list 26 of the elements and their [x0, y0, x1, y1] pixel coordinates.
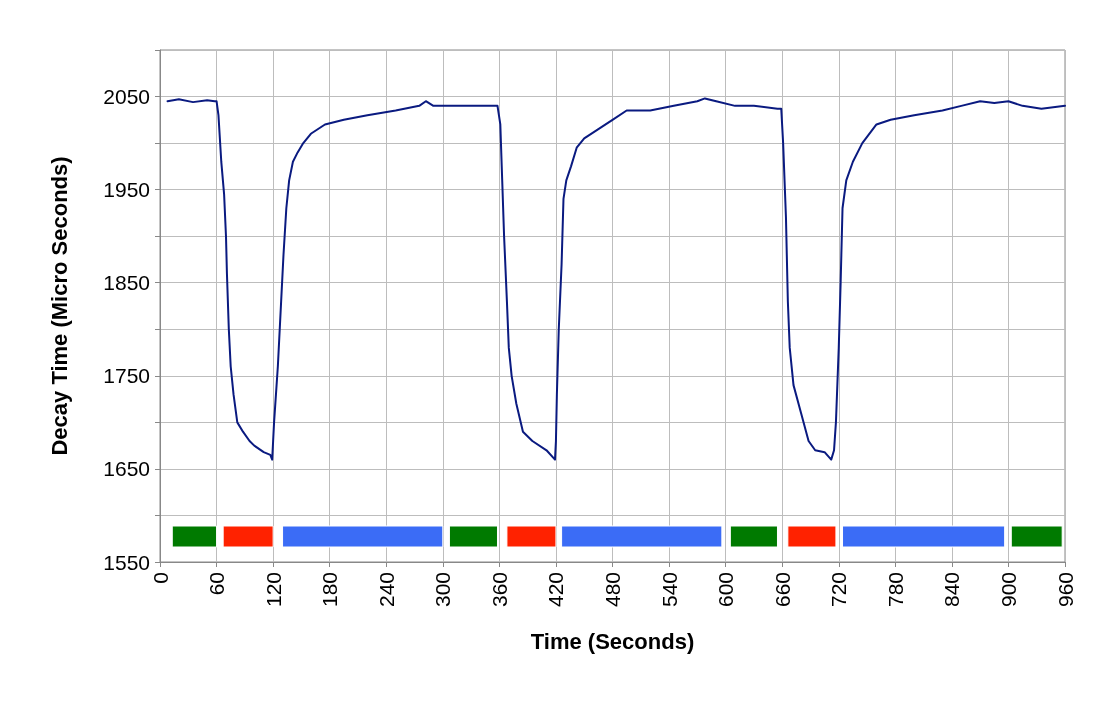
y-axis-title: Decay Time (Micro Seconds) [46, 156, 72, 456]
x-tick-label: 540 [657, 572, 681, 608]
x-tick-label: 660 [770, 572, 794, 608]
x-tick-label: 900 [996, 572, 1020, 608]
x-tick-label: 720 [827, 572, 851, 608]
x-tick-label: 360 [487, 572, 511, 608]
y-tick-label: 1650 [103, 457, 150, 481]
x-tick-label: 60 [205, 572, 229, 596]
x-tick-label: 420 [544, 572, 568, 608]
x-tick-label: 120 [261, 572, 285, 608]
y-tick-label: 1750 [103, 364, 150, 388]
x-tick-label: 960 [1053, 572, 1077, 608]
y-tick-label: 1850 [103, 271, 150, 295]
x-tick-label: 240 [374, 572, 398, 608]
x-tick-label: 600 [714, 572, 738, 608]
x-tick-label: 180 [318, 572, 342, 608]
x-axis-title: Time (Seconds) [530, 628, 695, 654]
x-tick-label: 840 [940, 572, 964, 608]
x-tick-label: 780 [883, 572, 907, 608]
y-tick-label: 2050 [103, 85, 150, 109]
x-tick-label: 480 [601, 572, 624, 608]
y-tick-label: 1550 [103, 550, 150, 574]
x-tick-label: 300 [431, 572, 455, 608]
line-series [166, 97, 1066, 461]
y-tick-label: 1950 [103, 178, 150, 202]
x-tick-label: 0 [148, 572, 172, 584]
